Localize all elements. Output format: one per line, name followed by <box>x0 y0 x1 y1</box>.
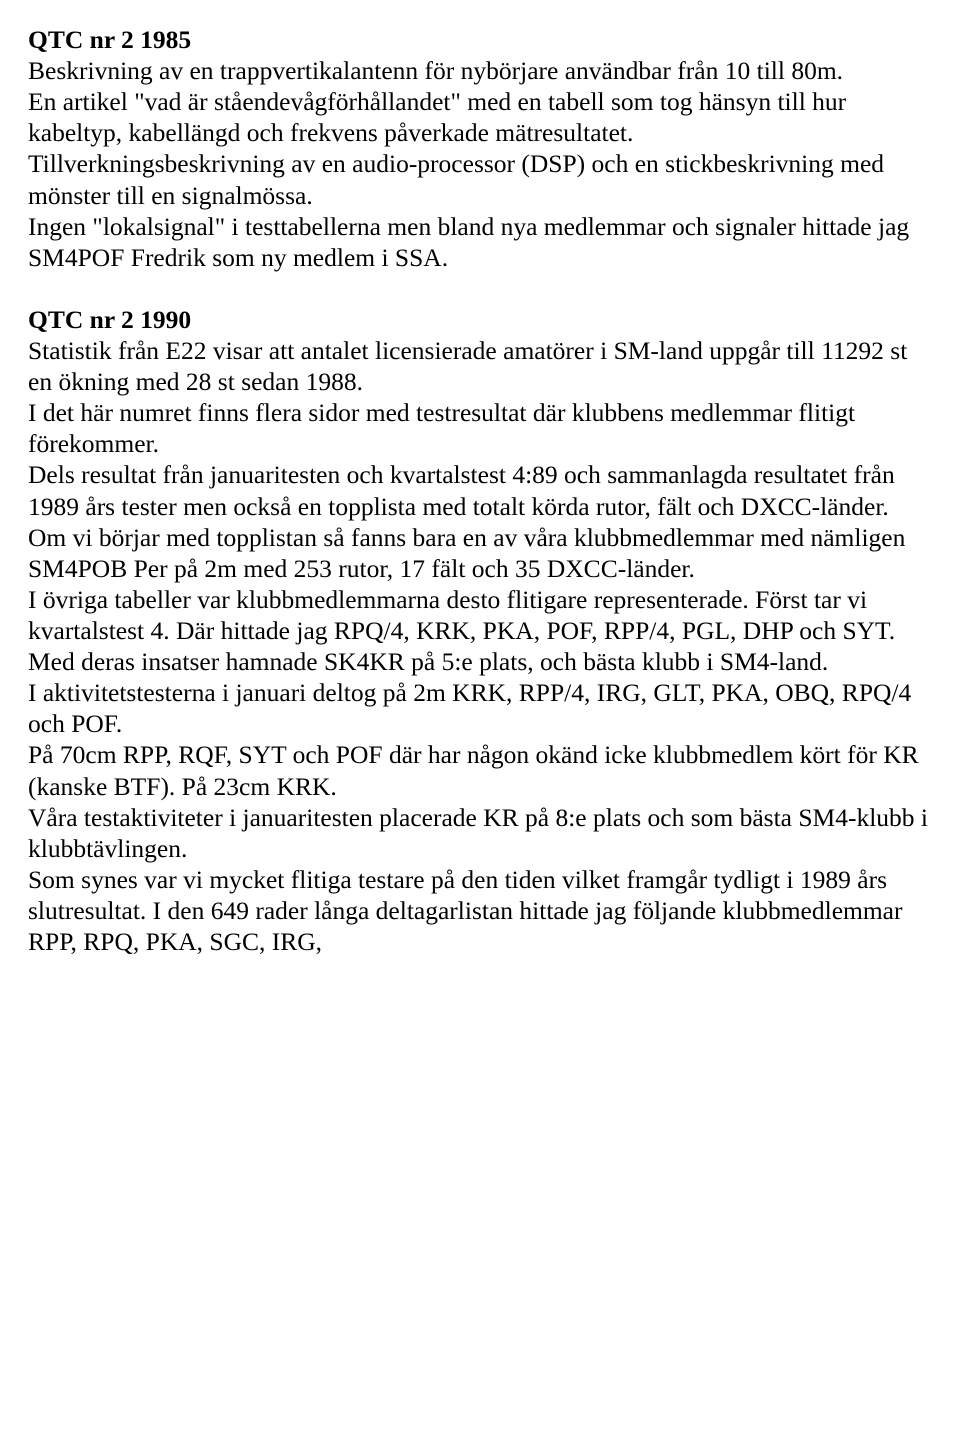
body-text: Våra testaktiviteter i januaritesten pla… <box>28 802 932 864</box>
body-text: På 70cm RPP, RQF, SYT och POF där har nå… <box>28 739 932 801</box>
body-text: En artikel "vad är ståendevågförhållande… <box>28 86 932 148</box>
body-text: I övriga tabeller var klubbmedlemmarna d… <box>28 584 932 677</box>
body-text: I det här numret finns flera sidor med t… <box>28 397 932 459</box>
body-text: Beskrivning av en trappvertikalantenn fö… <box>28 55 932 86</box>
body-text: Ingen "lokalsignal" i testtabellerna men… <box>28 211 932 273</box>
body-text: Tillverkningsbeskrivning av en audio-pro… <box>28 148 932 210</box>
body-text: Om vi börjar med topplistan så fanns bar… <box>28 522 932 584</box>
section-title-1985: QTC nr 2 1985 <box>28 24 932 55</box>
section-gap <box>28 273 932 304</box>
body-text: Dels resultat från januaritesten och kva… <box>28 459 932 521</box>
section-title-1990: QTC nr 2 1990 <box>28 304 932 335</box>
body-text: Som synes var vi mycket flitiga testare … <box>28 864 932 957</box>
body-text: I aktivitetstesterna i januari deltog på… <box>28 677 932 739</box>
body-text: Statistik från E22 visar att antalet lic… <box>28 335 932 397</box>
